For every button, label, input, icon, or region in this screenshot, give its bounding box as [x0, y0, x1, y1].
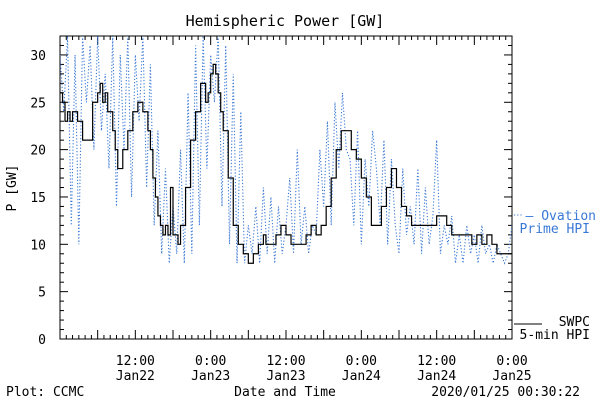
y-tick-label: 15 [30, 191, 46, 206]
x-tick-date-label: Jan23 [266, 369, 305, 384]
x-tick-date-label: Jan24 [342, 369, 381, 384]
legend-ovation-line1: — Ovation [526, 209, 596, 224]
x-axis-label: Date and Time [234, 385, 336, 400]
x-tick-time-label: 0:00 [496, 354, 527, 369]
x-tick-time-label: 12:00 [116, 354, 155, 369]
y-tick-label: 20 [30, 144, 46, 159]
y-tick-label: 10 [30, 238, 46, 253]
y-tick-label: 30 [30, 49, 46, 64]
plot-frame [59, 35, 513, 340]
x-tick-time-label: 0:00 [346, 354, 377, 369]
plot-credit: Plot: CCMC [6, 385, 84, 400]
y-tick-label: 5 [38, 286, 46, 301]
x-tick-date-label: Jan24 [417, 369, 456, 384]
series-swpc-line [60, 63, 512, 264]
x-tick-date-label: Jan25 [492, 369, 531, 384]
y-axis-label: P [GW] [5, 165, 20, 212]
legend-swpc-line2: 5-min HPI [520, 328, 590, 343]
x-tick-date-label: Jan23 [191, 369, 230, 384]
plot-timestamp: 2020/01/25 00:30:22 [431, 385, 580, 400]
x-tick-time-label: 12:00 [266, 354, 305, 369]
legend-ovation-line2: Prime HPI [520, 222, 590, 237]
y-tick-label: 25 [30, 96, 46, 111]
series-layer [60, 36, 512, 265]
legend-swpc-line1: SWPC [559, 315, 590, 330]
x-axis: 12:00Jan220:00Jan2312:00Jan230:00Jan2412… [59, 36, 532, 384]
y-axis: 0 5 10 15 20 25 30 [30, 35, 512, 348]
x-tick-time-label: 12:00 [417, 354, 456, 369]
y-tick-label: 0 [38, 333, 46, 348]
x-tick-time-label: 0:00 [195, 354, 226, 369]
chart-title: Hemispheric Power [GW] [186, 12, 385, 30]
x-tick-date-label: Jan22 [116, 369, 155, 384]
plot-border [59, 35, 513, 340]
